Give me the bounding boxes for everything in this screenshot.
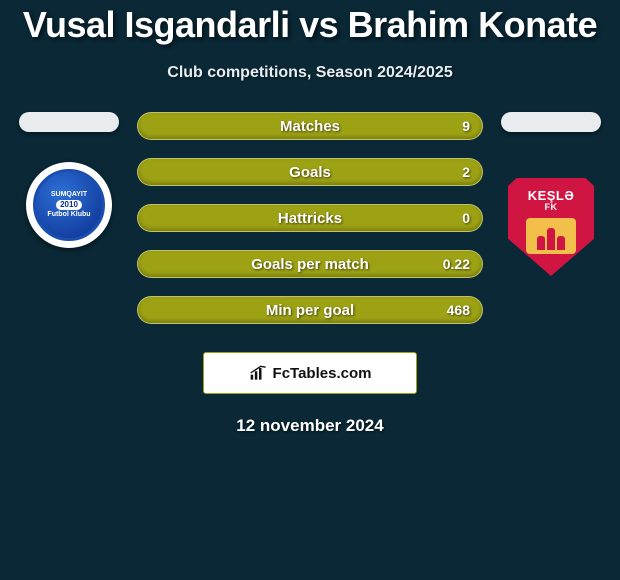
stat-value: 2 bbox=[462, 164, 470, 180]
flame-icon bbox=[537, 236, 545, 250]
stat-value: 0.22 bbox=[443, 256, 470, 272]
left-club-top: SUMQAYIT bbox=[51, 191, 87, 199]
stat-bar-hattricks: Hattricks 0 bbox=[137, 204, 483, 232]
stat-bar-matches: Matches 9 bbox=[137, 112, 483, 140]
right-club-name: KEŞLƏ bbox=[528, 188, 575, 203]
subtitle: Club competitions, Season 2024/2025 bbox=[0, 64, 620, 82]
left-player-column: SUMQAYIT 2010 Futbol Klubu bbox=[17, 112, 121, 248]
right-player-name-pill bbox=[501, 112, 601, 132]
flame-icon bbox=[547, 228, 555, 250]
right-club-logo: KEŞLƏ FK bbox=[508, 178, 594, 276]
stat-value: 0 bbox=[462, 210, 470, 226]
main-row: SUMQAYIT 2010 Futbol Klubu Matches 9 Goa… bbox=[0, 112, 620, 324]
stat-bar-goals-per-match: Goals per match 0.22 bbox=[137, 250, 483, 278]
flame-icon bbox=[557, 236, 565, 250]
stat-label: Goals per match bbox=[138, 256, 482, 273]
right-club-fk: FK bbox=[545, 202, 558, 212]
left-player-name-pill bbox=[19, 112, 119, 132]
right-club-emblem bbox=[526, 218, 576, 254]
left-club-logo: SUMQAYIT 2010 Futbol Klubu bbox=[26, 162, 112, 248]
stat-label: Hattricks bbox=[138, 210, 482, 227]
right-club-shield: KEŞLƏ FK bbox=[508, 178, 594, 276]
right-player-column: KEŞLƏ FK bbox=[499, 112, 603, 276]
stat-bars: Matches 9 Goals 2 Hattricks 0 Goals per … bbox=[137, 112, 483, 324]
stat-bar-goals: Goals 2 bbox=[137, 158, 483, 186]
left-club-logo-inner: SUMQAYIT 2010 Futbol Klubu bbox=[33, 169, 105, 241]
page-title: Vusal Isgandarli vs Brahim Konate bbox=[0, 4, 620, 46]
stat-value: 9 bbox=[462, 118, 470, 134]
left-club-year: 2010 bbox=[56, 200, 82, 211]
stat-bar-min-per-goal: Min per goal 468 bbox=[137, 296, 483, 324]
left-club-bottom: Futbol Klubu bbox=[47, 211, 90, 219]
stat-label: Min per goal bbox=[138, 302, 482, 319]
date-text: 12 november 2024 bbox=[0, 416, 620, 436]
chart-icon bbox=[249, 364, 269, 382]
fctables-label: FcTables.com bbox=[273, 365, 372, 382]
stat-value: 468 bbox=[447, 302, 470, 318]
stat-label: Matches bbox=[138, 118, 482, 135]
comparison-infographic: Vusal Isgandarli vs Brahim Konate Club c… bbox=[0, 0, 620, 436]
fctables-badge: FcTables.com bbox=[203, 352, 417, 394]
stat-label: Goals bbox=[138, 164, 482, 181]
